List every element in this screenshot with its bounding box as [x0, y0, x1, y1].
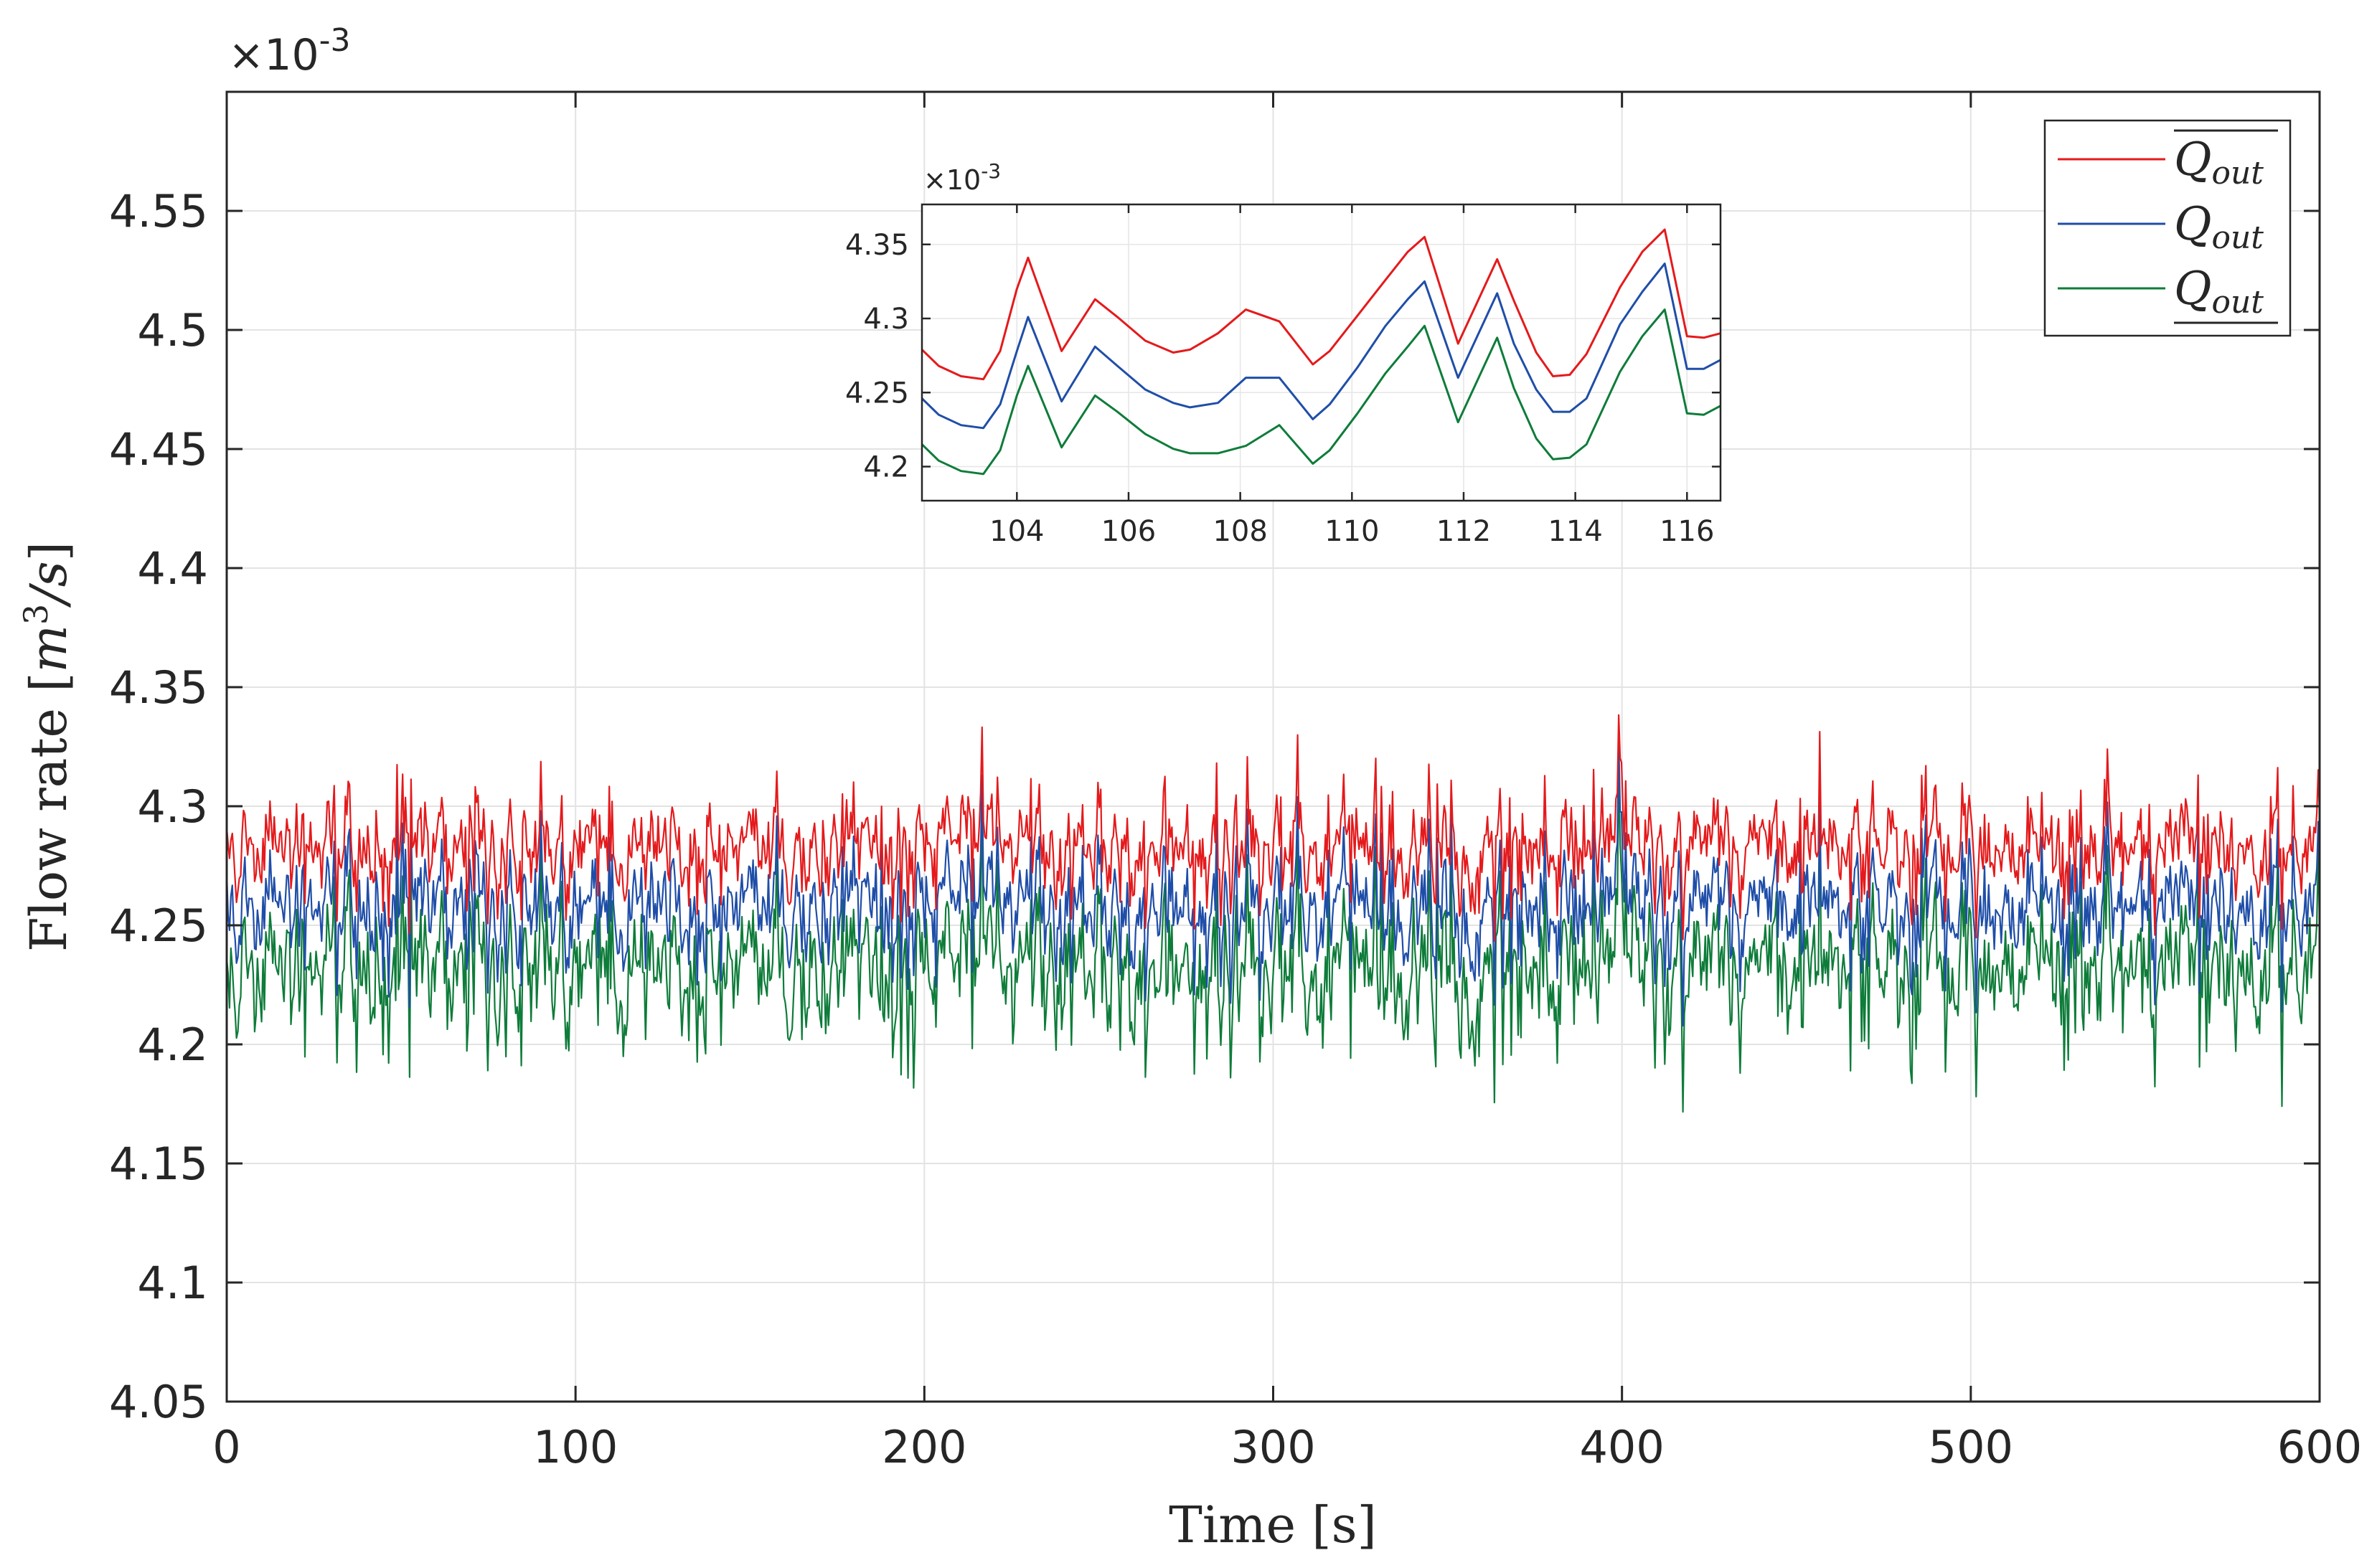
main-y-tick-label: 4.2 — [137, 1019, 208, 1071]
main-y-tick-label: 4.1 — [137, 1257, 208, 1309]
main-exponent-label: ×10-3 — [228, 22, 351, 80]
inset-x-tick-label: 104 — [989, 515, 1044, 548]
inset-series-group — [922, 228, 1721, 476]
legend-entry-0: Qout — [2058, 129, 2278, 192]
inset-x-tick-labels: 104 106 108 110 112 114 116 — [989, 515, 1714, 548]
legend-label-2: Qout — [2174, 263, 2264, 321]
main-series-line-1 — [227, 738, 2320, 1027]
main-x-tick-label: 200 — [882, 1421, 966, 1473]
main-y-tick-label: 4.05 — [109, 1376, 208, 1428]
inset-x-tick-label: 112 — [1436, 515, 1491, 548]
main-y-tick-label: 4.35 — [109, 661, 208, 714]
main-grid — [227, 92, 2320, 1402]
inset-series-line-2 — [922, 308, 1721, 476]
inset-tick-marks — [922, 204, 1721, 501]
legend: Qout Qout Qout — [2043, 119, 2292, 337]
inset-exponent-power: -3 — [981, 159, 1001, 183]
main-exponent-power: -3 — [319, 22, 351, 59]
inset-x-tick-label: 108 — [1213, 515, 1267, 548]
main-y-tick-label: 4.15 — [109, 1138, 208, 1190]
main-x-tick-label: 500 — [1929, 1421, 2013, 1473]
main-x-tick-labels: 0 100 200 300 400 500 600 — [212, 1421, 2362, 1473]
main-y-tick-label: 4.55 — [109, 185, 208, 237]
main-y-tick-label: 4.5 — [137, 304, 208, 356]
main-x-tick-label: 100 — [533, 1421, 618, 1473]
main-y-tick-label: 4.3 — [137, 780, 208, 833]
y-axis-unit-exponent: 3 — [17, 604, 55, 625]
inset-exponent-base: ×10 — [923, 164, 981, 196]
y-axis-label-text: Flow rate — [19, 708, 78, 952]
main-y-tick-label: 4.4 — [137, 542, 208, 595]
legend-label-0: Qout — [2174, 133, 2264, 192]
main-x-tick-label: 0 — [212, 1421, 240, 1473]
main-series-line-2 — [227, 765, 2320, 1113]
main-y-tick-label: 4.25 — [109, 899, 208, 952]
main-y-tick-labels: 4.05 4.1 4.15 4.2 4.25 4.3 4.35 4.4 4.45 4.5 4.55 — [109, 185, 208, 1428]
main-exponent-base: ×10 — [228, 30, 319, 80]
inset-plot-area: 104 106 108 110 112 114 116 4.2 4.25 4.3 4.35 ×10… — [845, 159, 1722, 548]
main-x-tick-label: 400 — [1579, 1421, 1664, 1473]
legend-label-1: Qout — [2174, 198, 2264, 256]
inset-axes-box — [921, 203, 1722, 502]
inset-y-tick-label: 4.35 — [845, 229, 909, 262]
legend-entry-2: Qout — [2058, 263, 2278, 324]
main-tick-marks — [225, 92, 2321, 1403]
inset-exponent-label: ×10-3 — [923, 159, 1001, 196]
main-y-tick-label: 4.45 — [109, 423, 208, 476]
main-x-tick-label: 300 — [1230, 1421, 1315, 1473]
y-axis-unit-rest: /s — [19, 561, 78, 608]
inset-y-tick-label: 4.3 — [863, 303, 909, 336]
y-axis-label: Flow rate [m3/s] — [17, 542, 78, 952]
inset-x-tick-label: 114 — [1548, 515, 1602, 548]
inset-x-tick-label: 110 — [1324, 515, 1379, 548]
main-series-line-0 — [227, 714, 2320, 943]
legend-box — [2043, 119, 2292, 337]
inset-series-line-0 — [922, 228, 1721, 381]
y-axis-unit-base: m — [19, 625, 78, 672]
main-series-group — [227, 714, 2320, 1113]
inset-y-tick-label: 4.25 — [845, 377, 909, 410]
main-x-tick-label: 600 — [2277, 1421, 2362, 1473]
x-axis-label: Time [s] — [1169, 1496, 1377, 1554]
inset-x-tick-label: 116 — [1660, 515, 1714, 548]
inset-x-tick-label: 106 — [1101, 515, 1156, 548]
inset-grid — [922, 204, 1721, 501]
inset-y-tick-label: 4.2 — [863, 451, 909, 484]
legend-entry-1: Qout — [2058, 198, 2264, 256]
inset-y-tick-labels: 4.2 4.25 4.3 4.35 — [845, 229, 909, 484]
inset-series-line-1 — [922, 263, 1721, 430]
